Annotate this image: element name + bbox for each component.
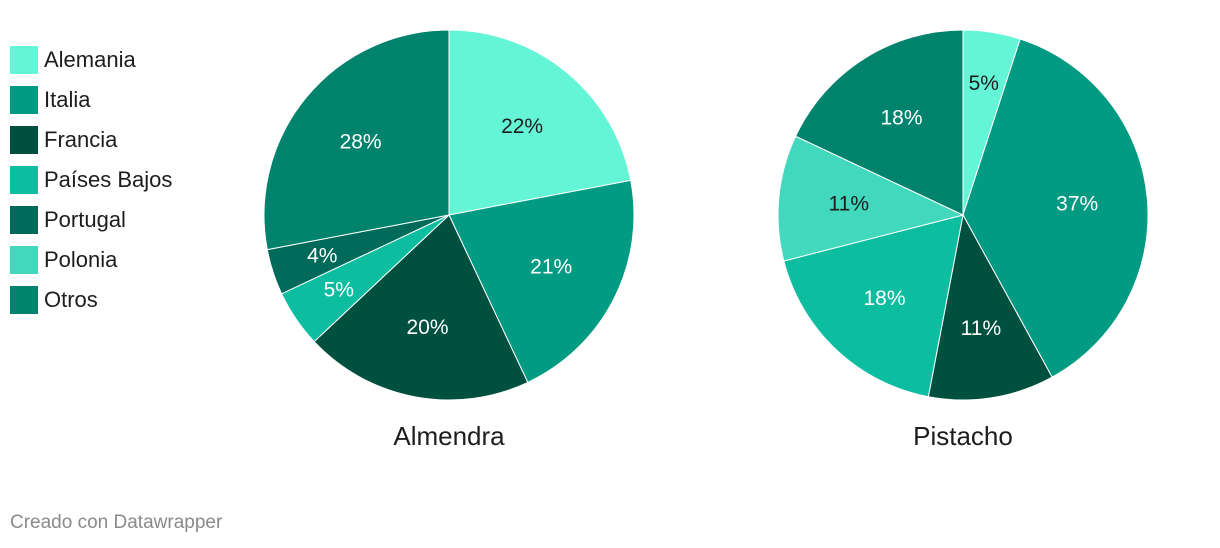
pie-data-label: 18%: [863, 287, 905, 310]
legend-item-polonia: Polonia: [10, 240, 172, 280]
pie-slice-otros: [263, 29, 450, 251]
pie-data-label: 28%: [340, 130, 382, 153]
legend-item-otros: Otros: [10, 280, 172, 320]
legend-label: Alemania: [44, 47, 136, 72]
legend-label: Polonia: [44, 247, 118, 272]
pie-title: Pistacho: [913, 421, 1013, 451]
legend-label: Portugal: [44, 207, 126, 232]
pie-slice-francia: [927, 213, 1053, 401]
pie-data-label: 5%: [324, 278, 354, 301]
legend-label: Italia: [44, 87, 91, 112]
pie-almendra: 22% 21% 20% 5% 4% 28% Almendra: [263, 29, 635, 451]
pie-data-label: 21%: [530, 256, 572, 279]
legend-item-portugal: Portugal: [10, 200, 172, 240]
pie-slice-paises-bajos: [783, 214, 964, 398]
pie-slice-otros: [794, 29, 964, 216]
pie-slice-alemania: [448, 29, 632, 216]
legend: Alemania Italia Francia Países Bajos Por…: [10, 40, 172, 320]
pie-slice-francia: [313, 214, 529, 401]
legend-swatch: [10, 286, 38, 314]
pie-data-label: 20%: [406, 316, 448, 339]
pie-data-label: 11%: [829, 193, 869, 216]
legend-item-paises-bajos: Países Bajos: [10, 160, 172, 200]
pie-data-label: 22%: [501, 115, 543, 138]
credit-text: Creado con Datawrapper: [10, 512, 223, 533]
pie-data-label: 37%: [1056, 193, 1098, 216]
legend-swatch: [10, 206, 38, 234]
pie-data-label: 18%: [880, 107, 922, 130]
legend-swatch: [10, 166, 38, 194]
legend-swatch: [10, 246, 38, 274]
pie-slice-italia: [962, 38, 1149, 378]
pie-data-label: 4%: [307, 245, 337, 268]
pie-data-label: 5%: [969, 72, 999, 95]
pie-slice-polonia: [777, 135, 965, 262]
legend-swatch: [10, 86, 38, 114]
pie-title: Almendra: [393, 421, 505, 451]
legend-item-alemania: Alemania: [10, 40, 172, 80]
legend-item-italia: Italia: [10, 80, 172, 120]
legend-label: Francia: [44, 127, 118, 152]
legend-swatch: [10, 46, 38, 74]
pie-slice-italia: [448, 179, 635, 384]
legend-swatch: [10, 126, 38, 154]
legend-label: Otros: [44, 287, 98, 312]
pie-data-label: 11%: [961, 317, 1001, 340]
legend-item-francia: Francia: [10, 120, 172, 160]
legend-label: Países Bajos: [44, 167, 173, 192]
pie-pistacho: 5% 37% 11% 18% 11% 18% Pistacho: [777, 29, 1149, 451]
